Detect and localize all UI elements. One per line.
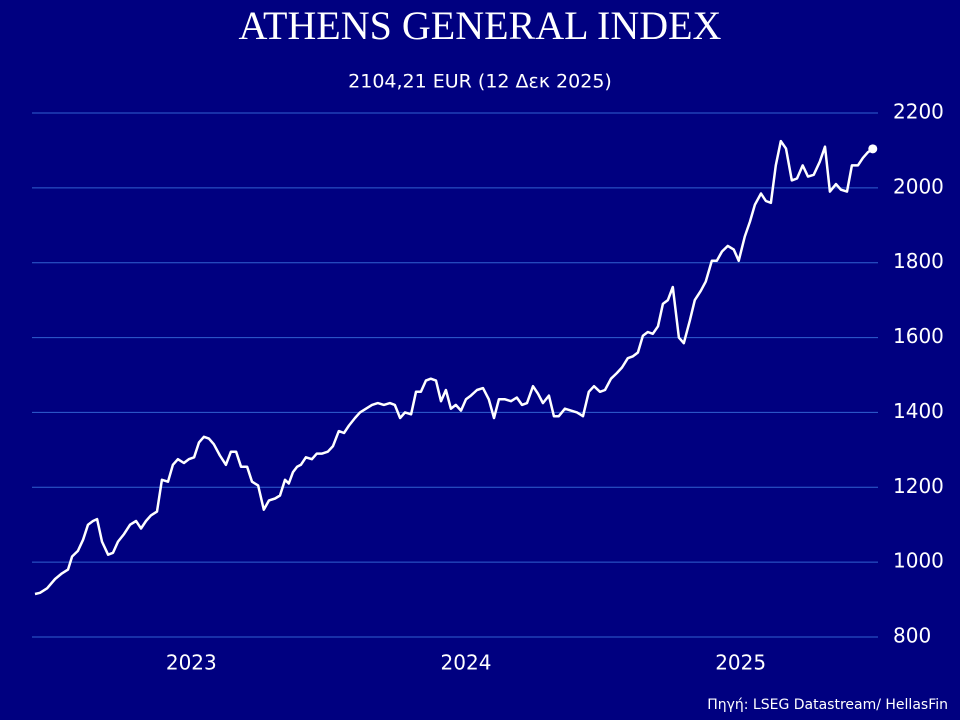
chart-title: ATHENS GENERAL INDEX xyxy=(239,3,722,48)
y-tick-label: 2200 xyxy=(893,100,944,124)
y-tick-label: 1400 xyxy=(893,399,944,423)
source-note: Πηγή: LSEG Datastream/ HellasFin xyxy=(707,697,948,713)
chart-subtitle: 2104,21 EUR (12 Δεκ 2025) xyxy=(348,71,612,93)
x-tick-label: 2024 xyxy=(441,651,492,675)
line-series xyxy=(34,139,874,596)
y-tick-label: 1800 xyxy=(893,249,944,273)
last-point xyxy=(868,144,878,154)
x-tick-label: 2023 xyxy=(166,651,217,675)
y-tick-label: 1200 xyxy=(893,474,944,498)
y-tick-label: 1600 xyxy=(893,324,944,348)
x-tick-label: 2025 xyxy=(715,651,766,675)
y-tick-label: 1000 xyxy=(893,549,944,573)
y-tick-label: 800 xyxy=(893,624,931,648)
y-tick-label: 2000 xyxy=(893,174,944,198)
